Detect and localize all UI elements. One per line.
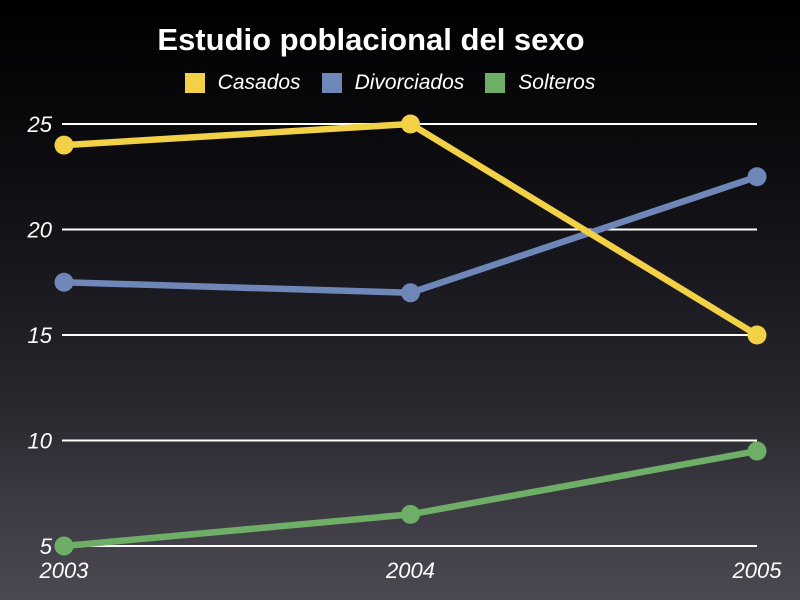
- data-point-casados-2003: [54, 135, 74, 155]
- data-point-casados-2004: [401, 114, 420, 134]
- legend-swatch-casados-icon: [184, 73, 205, 93]
- y-axis-tick-label-15: 15: [28, 323, 53, 348]
- data-point-casados-2005: [747, 325, 767, 345]
- x-axis-tick-label-2005: 2005: [732, 558, 783, 583]
- legend-item-solteros: Solteros: [485, 71, 595, 95]
- data-point-divorciados-2003: [54, 272, 74, 292]
- data-point-divorciados-2004: [401, 283, 420, 303]
- legend-label-solteros: Solteros: [518, 71, 596, 94]
- y-axis-tick-label-10: 10: [28, 429, 53, 454]
- data-point-solteros-2005: [747, 441, 767, 461]
- data-point-divorciados-2005: [747, 167, 767, 187]
- legend-label-casados: Casados: [217, 71, 301, 94]
- legend-label-divorciados: Divorciados: [354, 71, 465, 94]
- chart-legend: Casados Divorciados Solteros: [0, 71, 780, 95]
- data-point-solteros-2004: [401, 504, 420, 524]
- chart-title: Estudio poblacional del sexo: [157, 22, 585, 57]
- legend-swatch-divorciados-icon: [321, 73, 342, 93]
- y-axis-tick-label-20: 20: [27, 218, 53, 243]
- y-axis-tick-label-5: 5: [40, 534, 53, 559]
- data-point-solteros-2003: [54, 536, 74, 556]
- x-axis-tick-label-2004: 2004: [385, 558, 435, 583]
- legend-item-divorciados: Divorciados: [321, 71, 465, 95]
- series-line-solteros: [60, 447, 761, 550]
- legend-swatch-solteros-icon: [485, 73, 506, 93]
- x-axis-tick-label-2003: 2003: [39, 558, 90, 583]
- legend-item-casados: Casados: [184, 71, 301, 95]
- y-axis-tick-label-25: 25: [27, 112, 53, 137]
